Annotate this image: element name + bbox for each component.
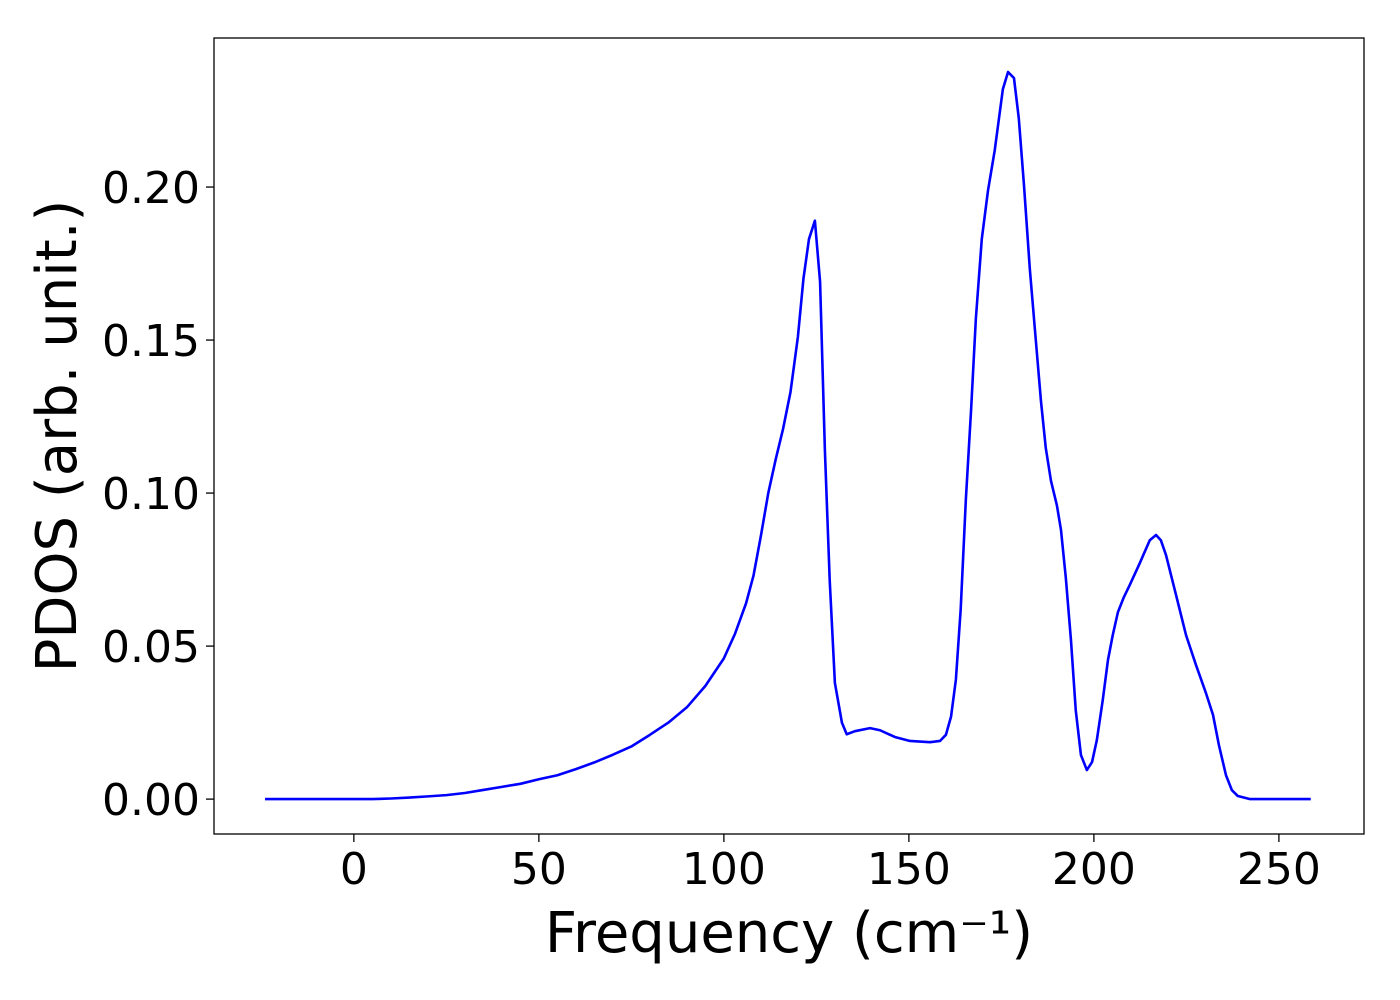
pdos-line bbox=[265, 70, 1311, 801]
y-tick-label: 0.10 bbox=[102, 469, 200, 520]
y-tick-label: 0.20 bbox=[102, 163, 200, 214]
x-tick-label: 200 bbox=[1052, 844, 1136, 895]
y-tick-label: 0.15 bbox=[102, 316, 200, 367]
y-axis-label: PDOS (arb. unit.) bbox=[25, 200, 90, 673]
plot-frame bbox=[213, 37, 1365, 835]
x-tick-label: 0 bbox=[340, 844, 368, 895]
x-tick-label: 50 bbox=[511, 844, 567, 895]
y-tick-label: 0.05 bbox=[102, 622, 200, 673]
y-tick-label: 0.00 bbox=[102, 775, 200, 826]
x-axis-label: Frequency (cm⁻¹) bbox=[545, 901, 1033, 966]
x-tick-label: 100 bbox=[682, 844, 766, 895]
x-tick-label: 150 bbox=[867, 844, 951, 895]
x-tick-label: 250 bbox=[1237, 844, 1321, 895]
